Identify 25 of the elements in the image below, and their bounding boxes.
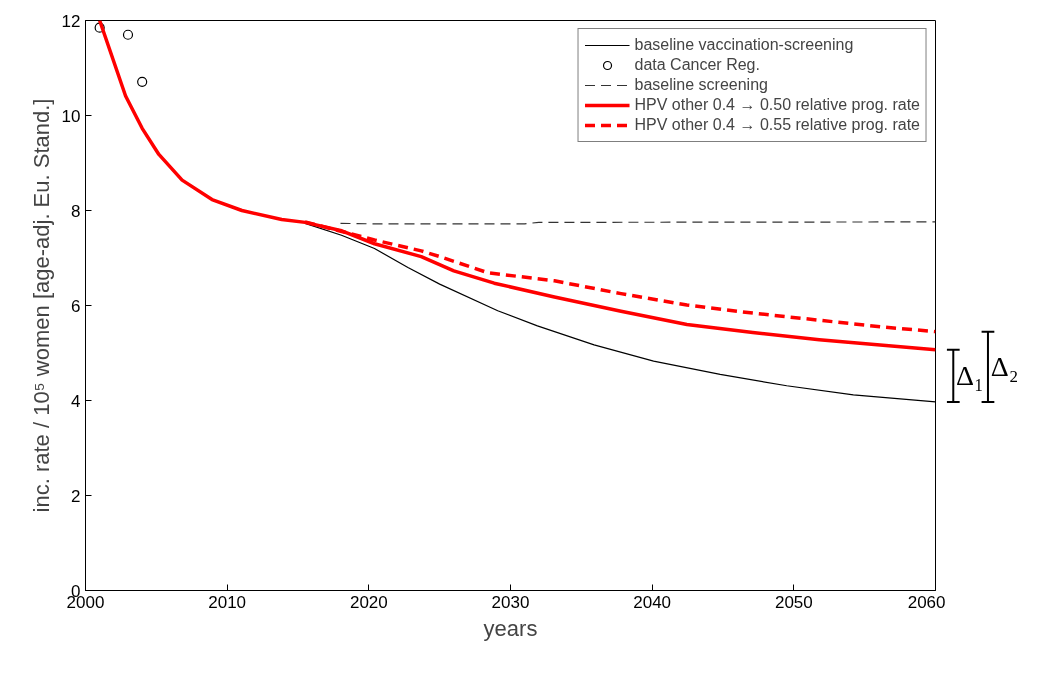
legend-label: HPV other 0.4 → 0.50 relative prog. rate (634, 96, 920, 114)
y-tick-label: 6 (71, 296, 81, 316)
x-tick-label: 2020 (349, 592, 388, 612)
annotation: Δ₂ (990, 351, 1019, 383)
annotation: Δ₁ (956, 360, 984, 392)
point (94, 22, 105, 33)
y-tick-label: 12 (61, 11, 81, 31)
legend-label: baseline vaccination-screening (634, 36, 854, 54)
x-tick-label: 2030 (491, 592, 530, 612)
legend-label: HPV other 0.4 → 0.55 relative prog. rate (634, 116, 920, 134)
y-tick-label: 8 (71, 201, 81, 221)
x-tick-label: 2050 (774, 592, 813, 612)
point (122, 29, 134, 40)
y-tick-label: 10 (61, 106, 81, 126)
line-series (97, 20, 936, 352)
x-tick-label: 2040 (633, 592, 672, 612)
x-tick-label: 2060 (907, 592, 946, 612)
y-tick-label: 4 (71, 391, 81, 411)
legend-label: data Cancer Reg. (634, 56, 760, 74)
x-tick-label: 2010 (208, 592, 247, 612)
legend-label: baseline screening (634, 76, 768, 94)
y-axis-title: inc. rate / 10⁵ women [age-adj. Eu. Stand.] (28, 98, 54, 513)
point (137, 76, 148, 87)
y-tick-label: 2 (71, 486, 81, 506)
x-axis-title: years (483, 615, 538, 641)
